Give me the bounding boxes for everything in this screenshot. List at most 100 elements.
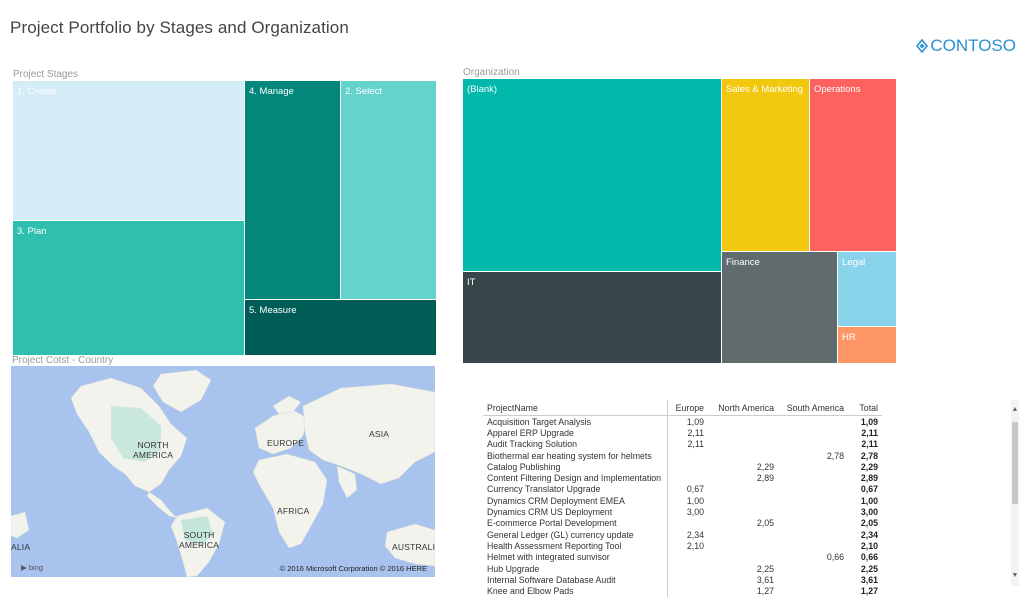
table-row[interactable]: Dynamics CRM US Deployment 3,00 3,00 xyxy=(483,506,882,518)
org-tile-label: Sales & Marketing xyxy=(726,84,804,95)
world-map[interactable]: NORTH AMERICA EUROPE ASIA AFRICA SOUTH AME… xyxy=(11,366,435,577)
value-cell xyxy=(708,484,778,495)
table-scrollbar[interactable]: ▲ ▼ xyxy=(1011,400,1019,586)
value-cell: 2,25 xyxy=(756,563,774,574)
matrix-header-row: ProjectName Europe North America South A… xyxy=(483,400,882,416)
value-cell xyxy=(667,517,708,529)
total-cell: 2,29 xyxy=(860,461,878,472)
column-header-north-america[interactable]: North America xyxy=(708,400,778,416)
total-cell: 0,67 xyxy=(860,484,878,495)
value-cell: 2,29 xyxy=(756,461,774,472)
matrix-body: Acquisition Target Analysis 1,09 1,09 Appar… xyxy=(483,415,882,597)
org-tile-label: Operations xyxy=(814,84,861,95)
scroll-up-icon[interactable]: ▲ xyxy=(1011,406,1019,413)
map-label-africa: AFRICA xyxy=(277,506,310,516)
stage-tile-plan[interactable]: 3. Plan xyxy=(13,220,244,355)
table-row[interactable]: Acquisition Target Analysis 1,09 1,09 xyxy=(483,415,882,428)
value-cell xyxy=(667,585,708,597)
project-name-cell: Biothermal ear heating system for helmet… xyxy=(487,450,652,461)
value-cell xyxy=(708,427,778,438)
value-cell: 2,11 xyxy=(667,438,708,450)
value-cell xyxy=(778,529,848,540)
org-tile-label: HR xyxy=(842,332,856,343)
project-name-cell: Content Filtering Design and Implementat… xyxy=(487,473,662,484)
map-label-line: SOUTH xyxy=(183,530,215,540)
project-cost-matrix: ProjectName Europe North America South A… xyxy=(483,400,882,597)
stage-tile-label: 2. Select xyxy=(345,86,382,97)
stage-tile-create[interactable]: 1. Create xyxy=(13,81,244,220)
value-cell xyxy=(778,506,848,517)
value-cell: 2,78 xyxy=(826,450,844,461)
value-cell xyxy=(667,472,708,484)
value-cell xyxy=(708,529,778,540)
stage-tile-select[interactable]: 2. Select xyxy=(340,81,436,299)
map-visual-label: Project Cotst - Country xyxy=(12,355,114,366)
org-tile-hr[interactable]: HR xyxy=(837,326,896,363)
table-row[interactable]: General Ledger (GL) currency update 2,34 2… xyxy=(483,528,882,541)
map-label-asia-left: ALIA xyxy=(11,542,31,552)
project-name-cell: Catalog Publishing xyxy=(487,461,561,472)
total-cell: 1,27 xyxy=(860,586,878,597)
table-row[interactable]: E-commerce Portal Development 2,05 2,05 xyxy=(483,517,882,529)
diamond-logo-icon xyxy=(916,39,929,53)
table-row[interactable]: Catalog Publishing 2,29 2,29 xyxy=(483,461,882,473)
value-cell xyxy=(708,439,778,450)
brand-logo-text: CONTOSO xyxy=(930,36,1016,55)
table-row[interactable]: Hub Upgrade 2,25 2,25 xyxy=(483,562,882,575)
table-row[interactable]: Currency Translator Upgrade 0,67 0,67 xyxy=(483,483,882,496)
project-name-cell: Health Assessment Reporting Tool xyxy=(487,540,622,551)
value-cell: 3,61 xyxy=(756,574,774,585)
value-cell: 2,11 xyxy=(667,427,708,439)
total-cell: 2,11 xyxy=(861,439,878,450)
scrollbar-thumb[interactable] xyxy=(1012,422,1018,504)
org-tile-sales-marketing[interactable]: Sales & Marketing xyxy=(721,79,809,251)
stage-tile-measure[interactable]: 5. Measure xyxy=(244,299,436,355)
value-cell xyxy=(778,563,848,574)
value-cell xyxy=(667,551,708,563)
total-cell: 0,66 xyxy=(860,552,878,563)
org-tile-blank[interactable]: (Blank) xyxy=(463,79,721,271)
total-cell: 3,61 xyxy=(860,574,878,585)
value-cell xyxy=(708,495,778,506)
org-tile-operations[interactable]: Operations xyxy=(809,79,896,251)
table-row[interactable]: Internal Software Database Audit 3,61 3,61 xyxy=(483,574,882,586)
value-cell: 3,00 xyxy=(667,506,708,518)
table-row[interactable]: Dynamics CRM Deployment EMEA 1,00 1,00 xyxy=(483,495,882,507)
column-header-total[interactable]: Total xyxy=(848,400,882,416)
table-row[interactable]: Content Filtering Design and Implementat… xyxy=(483,472,882,484)
org-tile-finance[interactable]: Finance xyxy=(721,251,837,363)
scroll-down-icon[interactable]: ▼ xyxy=(1011,572,1019,579)
table-row[interactable]: Helmet with integrated sunvisor 0,66 0,66 xyxy=(483,551,882,563)
stage-tile-manage[interactable]: 4. Manage xyxy=(244,81,340,299)
total-cell: 2,11 xyxy=(861,427,878,438)
total-cell: 2,25 xyxy=(860,563,878,574)
org-tile-label: (Blank) xyxy=(467,84,498,95)
stage-tile-label: 4. Manage xyxy=(249,86,294,97)
org-tile-it[interactable]: IT xyxy=(463,271,721,363)
brand-logo: CONTOSO xyxy=(916,36,1016,56)
table-row[interactable]: Knee and Elbow Pads 1,27 1,27 xyxy=(483,585,882,597)
world-map-shapes xyxy=(11,369,435,577)
table-row[interactable]: Audit Tracking Solution 2,11 2,11 xyxy=(483,438,882,450)
total-cell: 2,34 xyxy=(860,529,878,540)
total-cell: 1,09 xyxy=(860,416,878,427)
total-cell: 2,78 xyxy=(860,450,878,461)
project-name-cell: Hub Upgrade xyxy=(487,563,540,574)
value-cell xyxy=(667,449,708,462)
project-name-cell: Dynamics CRM Deployment EMEA xyxy=(487,495,625,506)
table-row[interactable]: Health Assessment Reporting Tool 2,10 2,10 xyxy=(483,540,882,552)
value-cell: 1,00 xyxy=(667,495,708,507)
column-header-europe[interactable]: Europe xyxy=(667,400,708,416)
column-header-project[interactable]: ProjectName xyxy=(483,400,668,416)
value-cell xyxy=(778,416,848,428)
column-header-south-america[interactable]: South America xyxy=(778,400,848,416)
org-tile-label: Legal xyxy=(842,257,866,268)
map-label-europe: EUROPE xyxy=(267,438,305,448)
table-row[interactable]: Biothermal ear heating system for helmet… xyxy=(483,449,882,462)
org-tile-legal[interactable]: Legal xyxy=(837,251,896,326)
bing-logo: ▶ bing xyxy=(21,563,43,572)
table-row[interactable]: Apparel ERP Upgrade 2,11 2,11 xyxy=(483,427,882,439)
value-cell xyxy=(667,562,708,575)
stage-tile-label: 1. Create xyxy=(17,86,57,97)
value-cell xyxy=(708,450,778,461)
